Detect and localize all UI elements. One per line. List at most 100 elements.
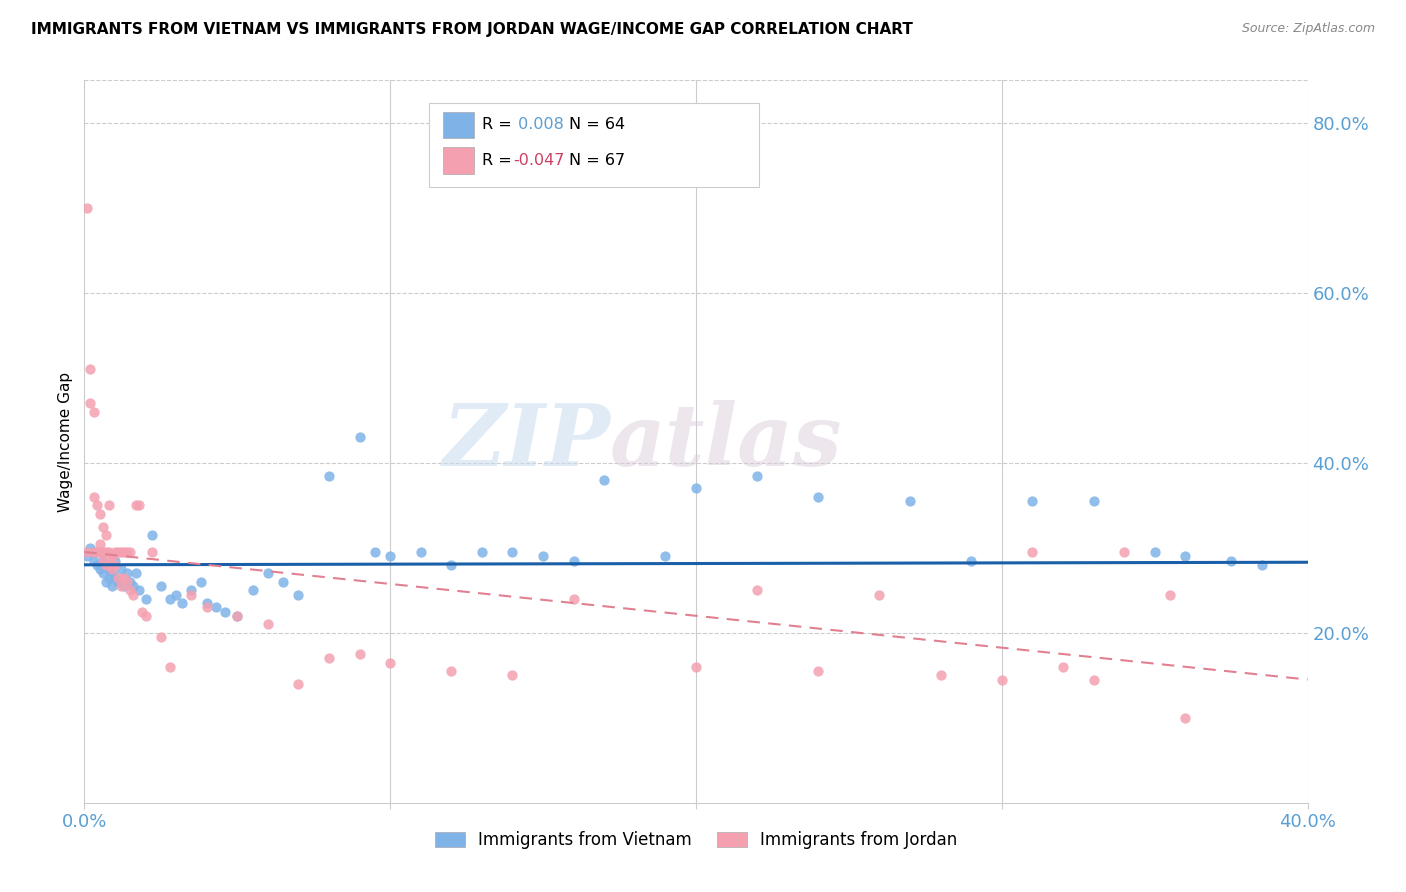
Point	[502, 545, 524, 559]
Point	[242, 583, 264, 598]
Point	[991, 673, 1014, 687]
Point	[562, 591, 585, 606]
Point	[112, 545, 135, 559]
Point	[593, 473, 616, 487]
Point	[562, 553, 585, 567]
Point	[107, 545, 129, 559]
Point	[141, 528, 163, 542]
Point	[205, 600, 228, 615]
Point	[190, 574, 212, 589]
Point	[83, 545, 105, 559]
Point	[110, 562, 132, 576]
Point	[101, 562, 124, 576]
Point	[1250, 558, 1272, 572]
Point	[104, 570, 127, 584]
Point	[131, 605, 153, 619]
Point	[125, 498, 148, 512]
Point	[115, 545, 138, 559]
Point	[94, 528, 117, 542]
Text: R =: R =	[482, 153, 517, 168]
Point	[91, 553, 114, 567]
Point	[79, 541, 101, 555]
Text: ZIP: ZIP	[443, 400, 610, 483]
Text: atlas: atlas	[610, 400, 842, 483]
Point	[960, 553, 983, 567]
Point	[97, 570, 120, 584]
Point	[471, 545, 494, 559]
Point	[91, 545, 114, 559]
Point	[83, 553, 105, 567]
Point	[76, 549, 98, 564]
Point	[364, 545, 387, 559]
Point	[807, 664, 830, 678]
Point	[159, 591, 181, 606]
Point	[159, 660, 181, 674]
Point	[104, 553, 127, 567]
Point	[214, 605, 236, 619]
Point	[440, 664, 463, 678]
Point	[869, 588, 891, 602]
Point	[287, 677, 309, 691]
Point	[1021, 494, 1043, 508]
Point	[180, 583, 202, 598]
Point	[1220, 553, 1243, 567]
Point	[107, 574, 129, 589]
Point	[97, 562, 120, 576]
Point	[409, 545, 432, 559]
Point	[380, 656, 402, 670]
Point	[86, 558, 108, 572]
Text: 0.008: 0.008	[513, 118, 564, 132]
Y-axis label: Wage/Income Gap: Wage/Income Gap	[58, 371, 73, 512]
Point	[226, 608, 249, 623]
Text: -0.047: -0.047	[513, 153, 565, 168]
Point	[120, 574, 142, 589]
Point	[257, 566, 280, 581]
Point	[440, 558, 463, 572]
Point	[1083, 494, 1105, 508]
Point	[115, 574, 138, 589]
Point	[101, 549, 124, 564]
Point	[94, 574, 117, 589]
Point	[1174, 711, 1197, 725]
Point	[89, 536, 111, 550]
Point	[79, 362, 101, 376]
Point	[1052, 660, 1074, 674]
Point	[898, 494, 921, 508]
Point	[287, 588, 309, 602]
Point	[685, 660, 707, 674]
Point	[112, 579, 135, 593]
Point	[91, 566, 114, 581]
Point	[318, 468, 340, 483]
Text: N = 64: N = 64	[569, 118, 626, 132]
Point	[747, 468, 769, 483]
Point	[112, 570, 135, 584]
Point	[125, 566, 148, 581]
Point	[149, 630, 172, 644]
Point	[86, 545, 108, 559]
Point	[271, 574, 294, 589]
Point	[110, 545, 132, 559]
Point	[318, 651, 340, 665]
Point	[135, 591, 157, 606]
Point	[226, 608, 249, 623]
Point	[120, 583, 142, 598]
Point	[91, 553, 114, 567]
Point	[122, 579, 145, 593]
Text: N = 67: N = 67	[569, 153, 626, 168]
Text: Source: ZipAtlas.com: Source: ZipAtlas.com	[1241, 22, 1375, 36]
Point	[89, 545, 111, 559]
Point	[76, 201, 98, 215]
Point	[101, 566, 124, 581]
Point	[1021, 545, 1043, 559]
Point	[654, 549, 676, 564]
Point	[83, 490, 105, 504]
Point	[104, 558, 127, 572]
Point	[531, 549, 554, 564]
Point	[1083, 673, 1105, 687]
Point	[107, 570, 129, 584]
Point	[349, 647, 371, 661]
Point	[929, 668, 952, 682]
Point	[685, 481, 707, 495]
Point	[380, 549, 402, 564]
Point	[120, 545, 142, 559]
